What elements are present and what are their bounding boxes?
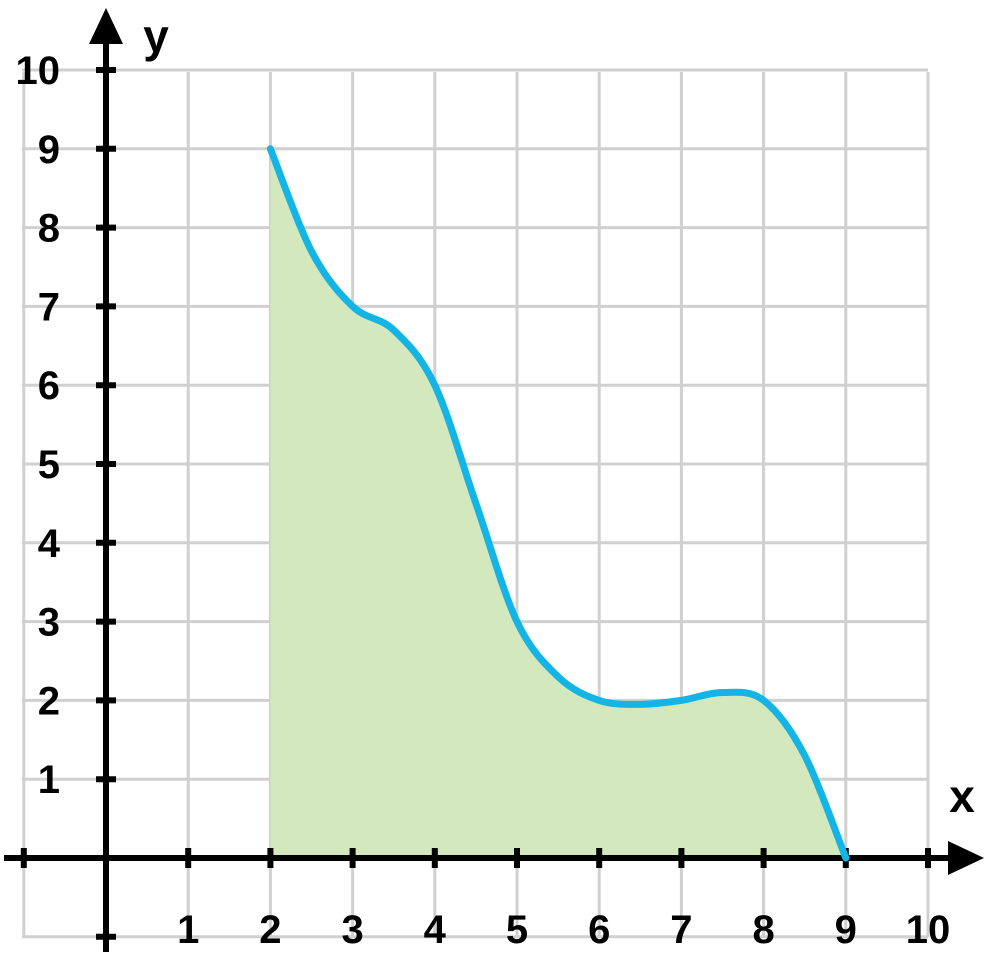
tick-labels: 1 2 3 4 5 6 7 8 9 10 1 2 3 4 5 6 7 8 9 10 [16,49,951,952]
x-tick-label: 9 [835,908,857,952]
x-tick-label: 4 [424,908,447,952]
x-tick-label: 5 [506,908,528,952]
x-tick-label: 1 [177,908,199,952]
shaded-area [270,148,846,859]
x-tick-label: 2 [259,908,281,952]
axes [4,8,984,952]
x-axis-label: x [949,770,975,822]
y-tick-label: 2 [38,679,60,723]
x-tick-label: 7 [670,908,692,952]
x-tick-label: 10 [906,908,951,952]
x-tick-label: 8 [752,908,774,952]
y-axis-arrow [89,8,123,44]
y-tick-label: 7 [38,285,60,329]
y-tick-label: 9 [38,128,60,172]
y-tick-label: 5 [38,443,60,487]
series-curve [266,145,850,862]
x-axis-arrow [948,841,984,875]
x-tick-label: 3 [341,908,363,952]
y-axis-label: y [143,10,169,62]
y-tick-label: 3 [38,601,60,645]
y-tick-label: 1 [38,758,60,802]
y-tick-label: 4 [38,522,61,566]
x-tick-label: 6 [588,908,610,952]
y-tick-label: 8 [38,207,60,251]
y-tick-label: 10 [16,49,61,93]
y-tick-label: 6 [38,364,60,408]
